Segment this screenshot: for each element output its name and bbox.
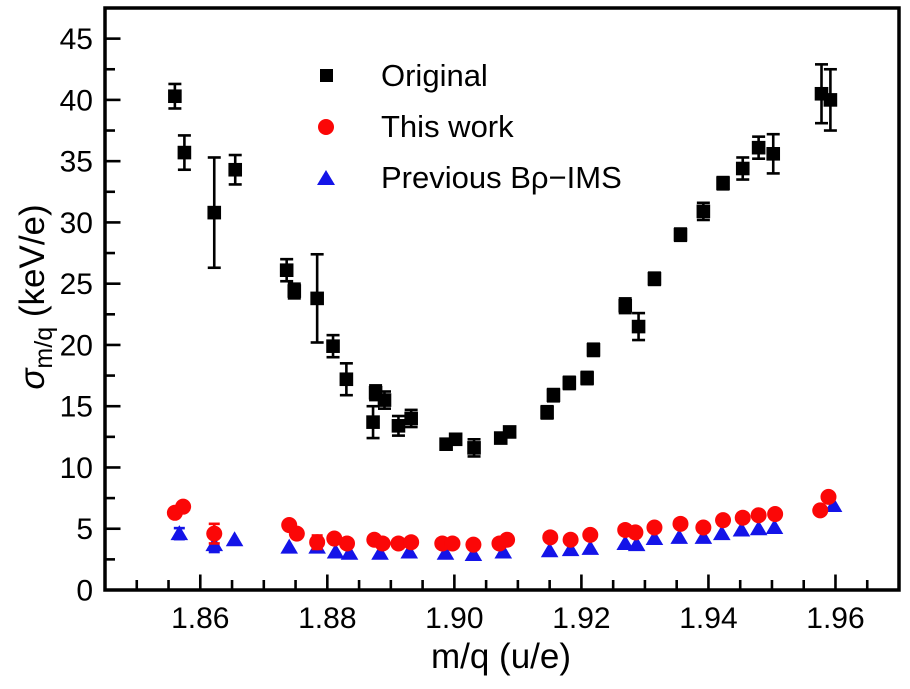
legend-item-original: Original [316,50,622,101]
svg-text:1.86: 1.86 [171,602,229,635]
svg-text:0: 0 [76,575,93,608]
legend-item-this-work: This work [316,101,622,152]
svg-text:1.94: 1.94 [679,602,737,635]
circle-marker-icon [318,118,334,135]
svg-text:20: 20 [60,329,93,362]
legend-item-previous-brho-ims: Previous Bρ−IMS [316,152,622,203]
svg-text:40: 40 [60,84,93,117]
y-axis-label: σm/q (keV/e) [13,204,59,389]
y-axis-label-subscript: m/q [30,326,58,369]
legend-marker [316,118,336,135]
svg-text:45: 45 [60,23,93,56]
svg-text:1.92: 1.92 [552,602,610,635]
legend-marker [316,170,336,185]
x-axis-label: m/q (u/e) [430,637,572,676]
y-axis-label-sigma: σ [13,368,52,390]
svg-text:35: 35 [60,146,93,179]
triangle-marker-icon [317,170,335,185]
svg-text:5: 5 [76,513,93,546]
legend: Original This work Previous Bρ−IMS [316,50,622,203]
svg-text:15: 15 [60,391,93,424]
svg-text:1.88: 1.88 [298,602,356,635]
legend-label: Original [381,57,488,93]
svg-text:30: 30 [60,207,93,240]
y-axis-label-units: (keV/e) [13,204,52,327]
svg-text:25: 25 [60,268,93,301]
legend-marker [316,69,336,82]
svg-text:1.90: 1.90 [425,602,483,635]
legend-label: This work [381,108,514,144]
legend-label: Previous Bρ−IMS [381,159,622,195]
square-marker-icon [319,69,333,82]
svg-text:1.96: 1.96 [806,602,864,635]
svg-text:10: 10 [60,452,93,485]
